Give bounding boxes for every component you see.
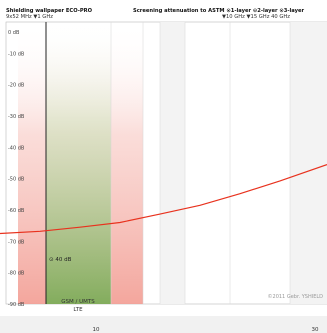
frequency-band-inner — [46, 22, 111, 304]
y-tick-label: -70 dB — [8, 239, 25, 245]
chart-subtitle-left: 9x52 MHz ▼1 GHz — [6, 14, 53, 20]
marker-label: ⊙ 40 dB — [49, 257, 72, 263]
y-tick-label: -50 dB — [8, 177, 25, 183]
x-tick-label: 10 — [93, 327, 100, 333]
y-tick-label: -60 dB — [8, 208, 25, 214]
chart-title-right: Screening attenuation to ASTM ⊙1-layer ⊙… — [133, 8, 305, 14]
shaded-column — [160, 22, 185, 304]
chart-subtitle-right: ▼10 GHz ▼15 GHz 40 GHz — [222, 14, 290, 20]
y-tick-label: -40 dB — [8, 145, 25, 151]
copyright-annotation: ©2011 Gebr. YSHIELD — [268, 293, 324, 300]
band-label: GSM / UMTS — [61, 299, 95, 305]
shaded-column — [290, 22, 327, 304]
attenuation-series-line — [0, 164, 327, 235]
y-tick-label: -90 dB — [8, 302, 25, 308]
y-axis: 0 dB -10 dB -20 dB -30 dB -40 dB -50 dB -60 dB… — [8, 30, 25, 308]
x-axis-strip — [0, 316, 327, 333]
band-label-line2: LTE — [73, 307, 83, 313]
grid — [45, 22, 291, 304]
y-tick-label: -10 dB — [8, 51, 25, 57]
y-tick-label: -30 dB — [8, 114, 25, 120]
x-tick-label: 30 — [312, 327, 319, 333]
y-tick-label: 0 dB — [8, 30, 20, 36]
y-tick-label: -80 dB — [8, 271, 25, 277]
y-tick-label: -20 dB — [8, 83, 25, 89]
chart-title-left: Shielding wallpaper ECO-PRO — [6, 8, 93, 14]
